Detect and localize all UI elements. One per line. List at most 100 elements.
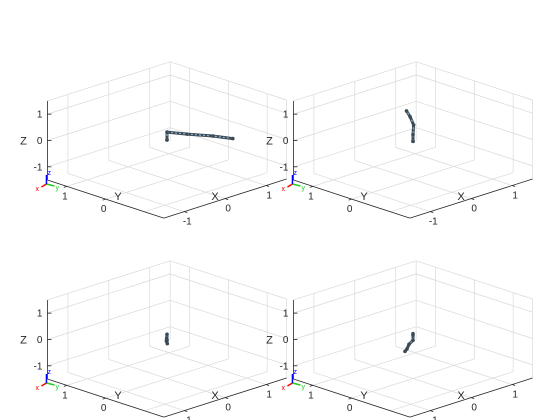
x-tick-label: 0 bbox=[225, 204, 231, 215]
x-tick bbox=[511, 185, 516, 187]
z-tick-label: 0 bbox=[283, 136, 289, 147]
y-tick bbox=[309, 384, 313, 387]
x-tick-label: 0 bbox=[225, 403, 231, 414]
z-tick-label: 0 bbox=[283, 335, 289, 346]
robot-link-highlight bbox=[166, 131, 233, 140]
x-tick-label: 1 bbox=[266, 191, 272, 202]
grid-line bbox=[67, 372, 185, 411]
z-tick-label: -1 bbox=[34, 162, 43, 173]
subplot-3: -1 0 1 0 1 -1 0 1 X Y Zx y z bbox=[20, 260, 287, 420]
triad-x bbox=[41, 382, 47, 387]
y-tick-label: 1 bbox=[62, 191, 68, 202]
x-tick-label: -1 bbox=[429, 416, 438, 420]
z-tick-label: 1 bbox=[37, 309, 43, 320]
triad-y-label: y bbox=[301, 384, 305, 391]
x-tick-label: 1 bbox=[266, 390, 272, 401]
triad-y bbox=[292, 382, 301, 386]
grid-line bbox=[416, 74, 533, 114]
z-tick-label: 1 bbox=[283, 309, 289, 320]
y-tick bbox=[63, 384, 67, 387]
z-tick-label: -1 bbox=[280, 361, 289, 372]
robot-joint bbox=[407, 342, 411, 347]
z-axis-label: Z bbox=[20, 334, 27, 346]
x-axis-label: X bbox=[457, 390, 465, 402]
grid-line bbox=[144, 172, 268, 213]
y-tick-label: 0 bbox=[347, 204, 353, 215]
x-tick-label: 1 bbox=[512, 191, 518, 202]
x-tick bbox=[265, 185, 270, 187]
y-tick-label: 0 bbox=[101, 204, 107, 215]
y-tick-label: 0 bbox=[101, 403, 107, 414]
grid-line bbox=[170, 61, 287, 101]
y-tick-label: 0 bbox=[347, 403, 353, 414]
grid-line bbox=[47, 74, 171, 115]
x-tick-label: -1 bbox=[183, 217, 192, 228]
triad-y bbox=[46, 183, 55, 187]
z-tick-label: -1 bbox=[280, 162, 289, 173]
grid-line bbox=[293, 260, 417, 301]
robot-joint bbox=[411, 139, 415, 144]
y-tick-label: 1 bbox=[62, 390, 68, 401]
x-axis-label: X bbox=[211, 191, 219, 203]
robot-joint bbox=[231, 136, 235, 141]
x-tick bbox=[430, 211, 434, 214]
triad-y bbox=[292, 183, 301, 187]
z-tick-label: -1 bbox=[34, 361, 43, 372]
z-axis-label: Z bbox=[266, 135, 273, 147]
y-tick-label: 1 bbox=[308, 191, 314, 202]
x-tick-label: -1 bbox=[183, 416, 192, 420]
robot-joint bbox=[185, 132, 189, 136]
x-tick bbox=[225, 397, 229, 399]
y-axis-label: Y bbox=[360, 390, 368, 402]
y-tick bbox=[102, 397, 106, 400]
triad-x-label: x bbox=[281, 186, 285, 193]
y-tick bbox=[348, 397, 352, 400]
grid-line bbox=[416, 260, 533, 300]
robot-joint bbox=[404, 109, 409, 113]
z-axis-label: Z bbox=[20, 135, 27, 147]
robot-joint bbox=[165, 332, 169, 337]
x-tick-label: 0 bbox=[471, 403, 477, 414]
robot-joint bbox=[165, 341, 170, 346]
grid-line bbox=[313, 372, 431, 411]
robot-joint bbox=[411, 338, 415, 343]
robot-joint bbox=[411, 123, 416, 127]
z-tick-label: 0 bbox=[37, 136, 43, 147]
triad-y-label: y bbox=[301, 185, 305, 192]
z-tick-label: 0 bbox=[37, 335, 43, 346]
y-axis-label: Y bbox=[360, 191, 368, 203]
y-tick-label: 1 bbox=[308, 390, 314, 401]
robot-joint bbox=[411, 132, 415, 137]
y-tick bbox=[348, 198, 352, 201]
triad-z-label: z bbox=[47, 369, 51, 376]
y-axis-label: Y bbox=[114, 390, 122, 402]
grid-line bbox=[47, 260, 171, 301]
grid-line bbox=[416, 61, 533, 101]
x-tick bbox=[265, 384, 270, 386]
triad-z-label: z bbox=[293, 369, 297, 376]
triad-x bbox=[287, 183, 293, 188]
x-tick bbox=[184, 410, 188, 413]
y-axis-label: Y bbox=[114, 191, 122, 203]
triad-y-label: y bbox=[55, 384, 59, 391]
grid-line bbox=[47, 273, 171, 314]
subplot-2: -1 0 1 0 1 -1 0 1 X Y Zx y z bbox=[266, 61, 533, 228]
triad-y-label: y bbox=[55, 185, 59, 192]
y-axis-line bbox=[293, 378, 410, 418]
z-tick-label: 1 bbox=[283, 110, 289, 121]
robot-joint bbox=[411, 333, 415, 337]
triad-z-label: z bbox=[47, 170, 51, 177]
triad-z-label: z bbox=[293, 170, 297, 177]
x-axis-label: X bbox=[211, 390, 219, 402]
grid-line bbox=[170, 260, 287, 300]
grid-line bbox=[293, 61, 417, 102]
grid-line bbox=[47, 61, 171, 102]
x-tick bbox=[471, 198, 475, 200]
subplot-1: -1 0 1 0 1 -1 0 1 X Y Zx y z bbox=[20, 61, 287, 228]
x-tick bbox=[471, 397, 475, 399]
x-tick-label: -1 bbox=[429, 217, 438, 228]
x-tick bbox=[430, 410, 434, 413]
grid-line bbox=[416, 273, 533, 313]
x-tick bbox=[225, 198, 229, 200]
grid-line bbox=[170, 74, 287, 114]
